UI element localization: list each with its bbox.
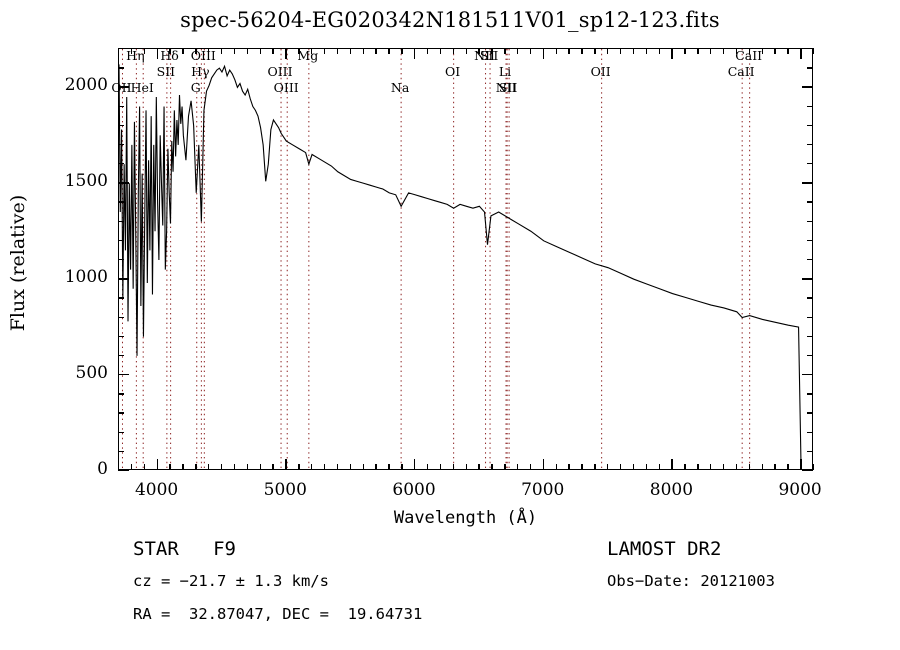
footer-redshift: cz = −21.7 ± 1.3 km/s [133, 572, 329, 590]
line-label-Mg-5175: Mg [297, 48, 319, 63]
x-tick-9100 [813, 464, 815, 470]
line-label-H-4101: Hδ [160, 48, 179, 63]
line-label-H-4340: Hγ [191, 64, 210, 79]
spectrum-svg [119, 49, 802, 469]
line-label-HeI-3888: HeI [130, 80, 154, 95]
gridline-group [121, 49, 751, 469]
line-label-G-4304: G [190, 80, 201, 95]
footer-obs-date: Obs−Date: 20121003 [607, 572, 775, 590]
spectrum-curve [119, 64, 802, 469]
line-label-SII-6731: SII [498, 80, 518, 95]
footer-survey: LAMOST DR2 [607, 538, 722, 560]
line-label-SII-4072: SII [156, 64, 176, 79]
line-label-OIII-4959: OIII [267, 64, 293, 79]
page-title: spec-56204-EG020342N181511V01_sp12-123.f… [180, 8, 720, 32]
line-label-H-3835: Hη [126, 48, 145, 63]
line-label-Li-6707: Li [498, 64, 512, 79]
line-label-OIII-4363: OIII [190, 48, 216, 63]
x-tick-label: 6000 [392, 480, 436, 500]
y-tick-label: 1500 [64, 171, 108, 192]
plot-area [119, 49, 812, 469]
footer-star-type: STAR F9 [133, 538, 236, 560]
y-tick-label: 1000 [64, 267, 108, 288]
y-tick-label: 0 [97, 459, 108, 479]
x-tick-label: 7000 [521, 480, 565, 500]
line-label-OIII-5007: OIII [273, 80, 299, 95]
line-label-CaII-8542: CaII [727, 64, 755, 79]
x-tick-label: 4000 [134, 480, 179, 500]
line-label-Na-5892: Na [390, 80, 410, 95]
line-label-SII-6583: SII [479, 48, 499, 63]
y-tick-right-0 [802, 470, 813, 472]
x-tick-top-9100 [813, 48, 815, 54]
line-label-CaII-8600: CaII [735, 48, 763, 63]
line-label-OII-7450: OII [590, 64, 611, 79]
y-tick-label: 500 [75, 363, 108, 384]
y-tick-label: 2000 [64, 75, 108, 96]
x-axis-title: Wavelength (Å) [393, 508, 538, 528]
x-tick-label: 9000 [778, 480, 822, 500]
line-label-OII-3727: OII [111, 80, 132, 95]
line-label-NII-6716: NII [495, 80, 517, 95]
x-tick-label: 5000 [263, 480, 307, 500]
x-tick-label: 8000 [649, 480, 694, 500]
line-label-OI-6300: OI [445, 64, 461, 79]
line-label-NII-6548: NII [474, 48, 495, 63]
y-axis-title: Flux (relative) [7, 194, 29, 332]
plot-frame [118, 48, 813, 470]
y-tick-0 [118, 470, 129, 472]
footer-coordinates: RA = 32.87047, DEC = 19.64731 [133, 605, 423, 623]
